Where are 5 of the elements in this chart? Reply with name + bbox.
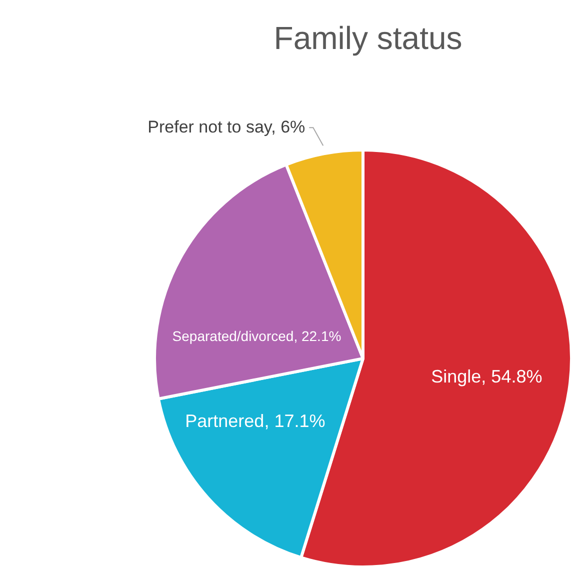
slice-label: Separated/divorced, 22.1% [172, 328, 342, 344]
chart-title: Family status [274, 20, 462, 56]
slice-label: Partnered, 17.1% [185, 410, 326, 431]
slice-label: Single, 54.8% [431, 366, 542, 386]
slice-label: Prefer not to say, 6% [148, 117, 306, 136]
